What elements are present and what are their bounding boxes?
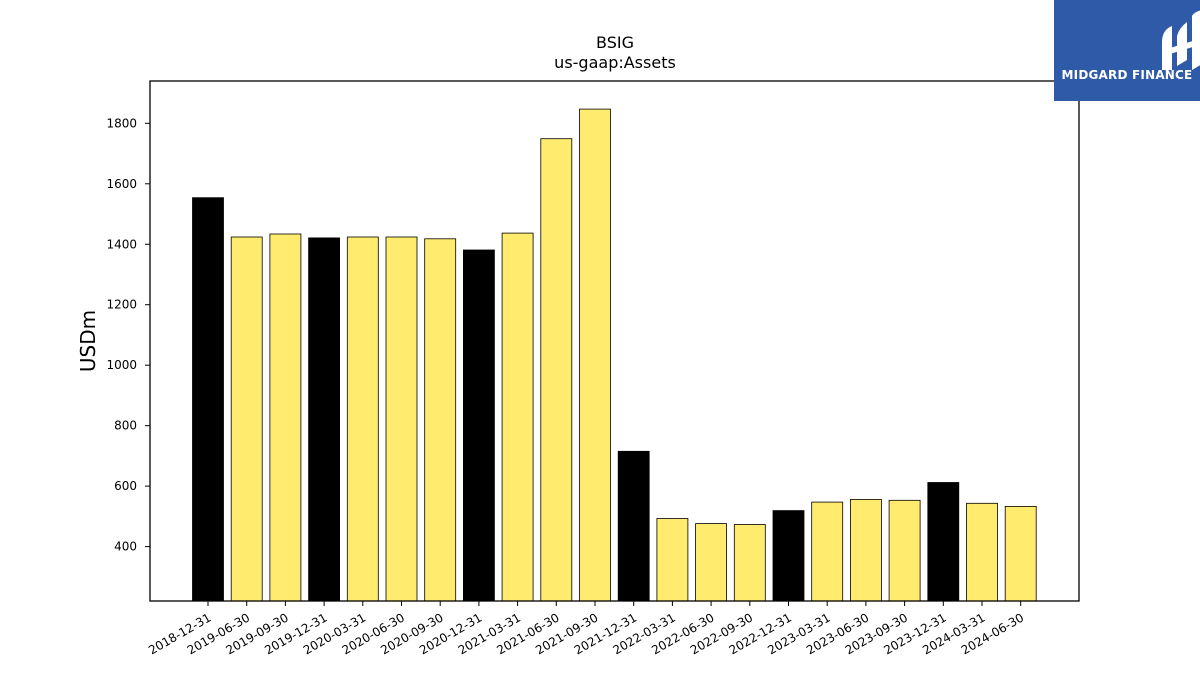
plot-frame [149, 80, 1080, 602]
bar-2023-03-31 [811, 501, 844, 602]
bar-2021-09-30 [579, 108, 611, 602]
bar-2020-03-31 [346, 236, 379, 602]
y-tick-label: 600 [114, 479, 137, 493]
bar-2020-09-30 [424, 238, 457, 602]
bar-2019-09-30 [269, 233, 302, 602]
brand-name: MIDGARD FINANCE [1061, 68, 1193, 82]
chart-title: BSIG [596, 33, 634, 52]
x-axis-ticks: 2018-12-312019-06-302019-09-302019-12-31… [146, 601, 1026, 657]
bar-2021-06-30 [540, 138, 573, 602]
y-tick-label: 400 [114, 540, 137, 554]
bar-2022-09-30 [733, 524, 766, 602]
y-tick-label: 1400 [106, 237, 137, 251]
bar-2023-09-30 [888, 499, 921, 602]
y-tick-label: 1800 [106, 116, 137, 130]
chart-subtitle: us-gaap:Assets [554, 53, 676, 72]
bars-group [192, 108, 1037, 602]
y-tick-label: 1600 [106, 177, 137, 191]
y-axis-ticks: 400 600 800 1000 1200 1400 1600 1800 [106, 116, 150, 554]
bar-2024-03-31 [966, 502, 998, 602]
bar-2022-03-31 [656, 518, 689, 602]
bar-2020-12-31 [462, 249, 495, 602]
bar-2022-06-30 [695, 523, 727, 602]
bar-2022-12-31 [772, 510, 805, 602]
bar-2018-12-31 [192, 197, 224, 602]
y-tick-label: 1200 [106, 298, 137, 312]
y-tick-label: 800 [114, 419, 137, 433]
bar-2021-12-31 [617, 450, 650, 602]
y-axis-label: USDm [76, 310, 100, 372]
midgard-logo-mark-icon [1162, 10, 1200, 70]
bar-2021-03-31 [501, 232, 534, 602]
bar-2020-06-30 [385, 236, 418, 602]
bar-2019-12-31 [308, 237, 341, 602]
bar-2019-06-30 [230, 236, 263, 602]
bar-2023-12-31 [927, 482, 960, 602]
y-tick-label: 1000 [106, 358, 137, 372]
bar-2024-06-30 [1004, 505, 1037, 602]
bar-2023-06-30 [850, 498, 882, 602]
brand-logo: MIDGARD FINANCE [1054, 0, 1200, 101]
